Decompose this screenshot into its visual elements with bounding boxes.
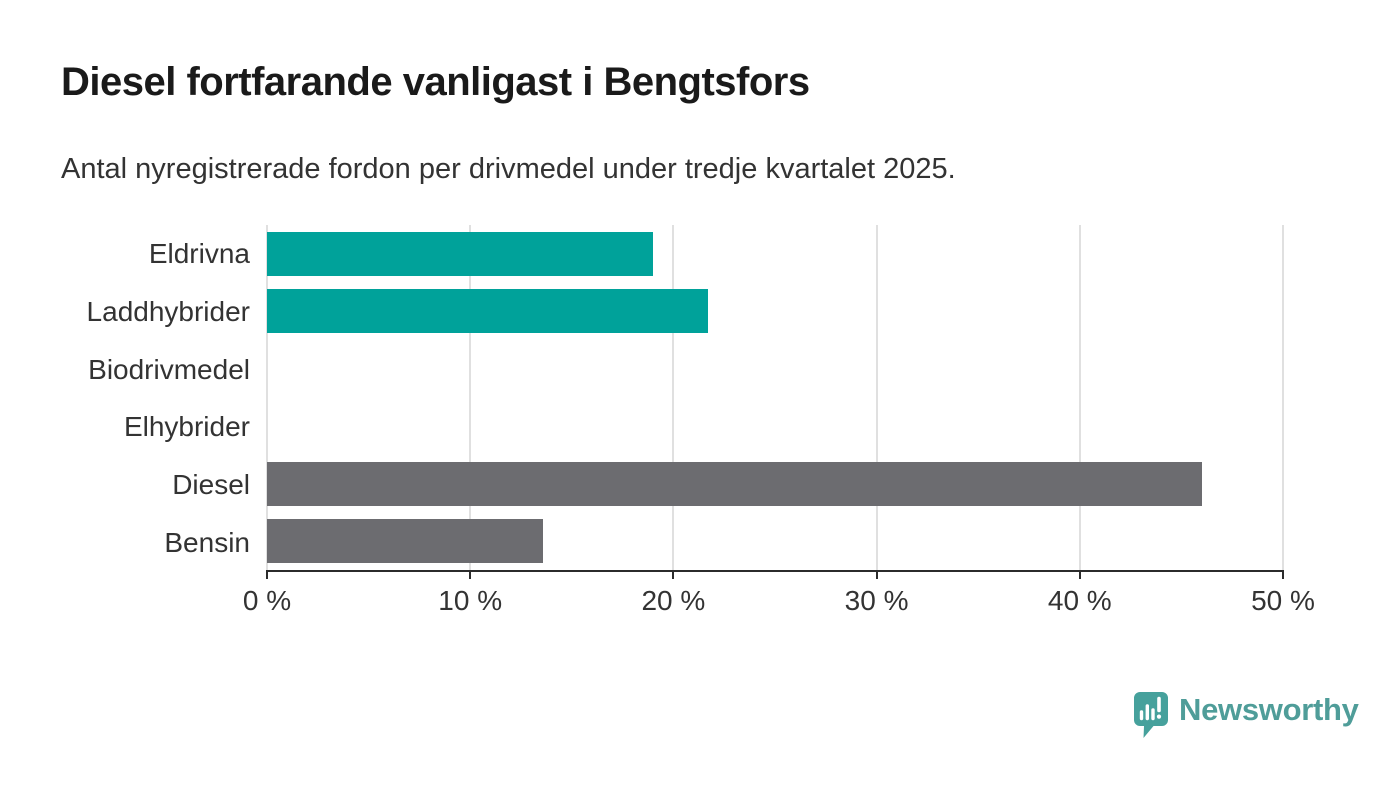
x-axis-labels: 0 % 10 % 20 % 30 % 40 % 50 % <box>243 585 1315 619</box>
chart-subtitle: Antal nyregistrerade fordon per drivmede… <box>61 153 956 185</box>
bar-row <box>267 398 1283 456</box>
bar-row <box>267 513 1283 571</box>
bar-eldrivna <box>267 231 654 276</box>
bar-diesel <box>267 461 1202 506</box>
x-tick-label: 40 % <box>1047 585 1112 616</box>
gridline <box>1282 225 1284 570</box>
category-label: Biodrivmedel <box>88 353 250 385</box>
gridline <box>672 225 675 570</box>
bar-row <box>267 225 1283 283</box>
gridline <box>266 225 268 570</box>
bar-row <box>267 455 1283 513</box>
x-tick-label: 10 % <box>438 585 503 616</box>
x-tick-label: 30 % <box>844 585 909 616</box>
bar-row <box>267 283 1283 341</box>
category-label: Elhybrider <box>123 411 250 443</box>
bar-bensin <box>267 519 544 564</box>
axis-tick <box>1078 570 1081 579</box>
plot-area <box>266 225 1284 579</box>
gridline <box>469 225 472 570</box>
category-label: Laddhybrider <box>86 295 250 327</box>
gridline <box>1078 225 1081 570</box>
page-title: Diesel fortfarande vanligast i Bengtsfor… <box>61 60 810 104</box>
gridline <box>875 225 878 570</box>
axis-tick <box>1282 570 1284 579</box>
axis-tick <box>469 570 472 579</box>
bar-rows <box>267 225 1283 570</box>
bar-laddhybrider <box>267 289 708 334</box>
newsworthy-logo: Newsworthy <box>1133 691 1359 740</box>
axis-tick <box>266 570 268 579</box>
axis-tick <box>672 570 675 579</box>
category-label: Diesel <box>172 469 250 501</box>
axis-tick <box>875 570 878 579</box>
x-tick-label: 0 % <box>242 585 292 616</box>
newsworthy-logo-icon <box>1134 692 1168 738</box>
x-tick-label: 20 % <box>641 585 706 616</box>
category-label: Bensin <box>164 527 250 559</box>
newsworthy-logo-text: Newsworthy <box>1179 692 1359 727</box>
category-label: Eldrivna <box>148 237 250 269</box>
bar-row <box>267 340 1283 398</box>
y-axis-category-labels: Eldrivna Laddhybrider Biodrivmedel Elhyb… <box>0 225 250 572</box>
x-tick-label: 50 % <box>1251 585 1315 616</box>
